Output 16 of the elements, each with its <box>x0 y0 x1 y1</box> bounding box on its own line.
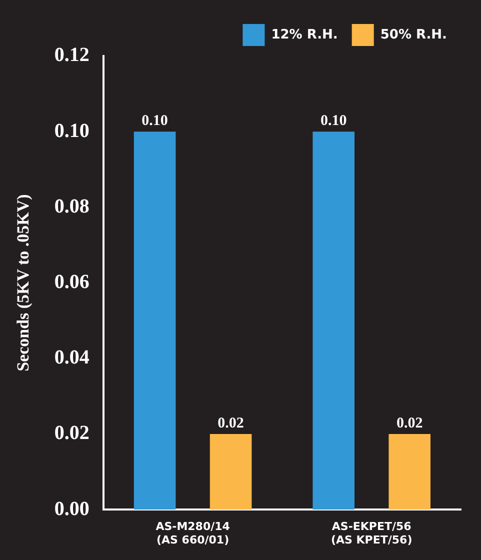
x-tick-label: AS-M280/14 (AS 660/01) <box>156 520 230 546</box>
y-tick-label: 0.02 <box>54 422 90 444</box>
y-tick-label: 0.12 <box>54 44 90 66</box>
legend-label: 12% R.H. <box>271 27 338 42</box>
y-tick-label: 0.10 <box>54 120 90 142</box>
legend-label: 50% R.H. <box>380 27 448 42</box>
data-label: 0.02 <box>218 415 244 432</box>
y-tick-label: 0.08 <box>54 195 90 218</box>
x-tick-label: AS-EKPET/56 (AS KPET/56) <box>330 520 412 546</box>
y-tick-label: 0.06 <box>54 270 90 293</box>
data-label: 0.02 <box>396 415 423 432</box>
data-label: 0.10 <box>320 112 347 129</box>
y-tick-label: 0.04 <box>54 346 90 369</box>
data-label: 0.10 <box>142 112 168 129</box>
y-axis-title: Seconds (5KV to .05KV) <box>14 194 33 372</box>
y-tick-label: 0.00 <box>54 498 90 520</box>
